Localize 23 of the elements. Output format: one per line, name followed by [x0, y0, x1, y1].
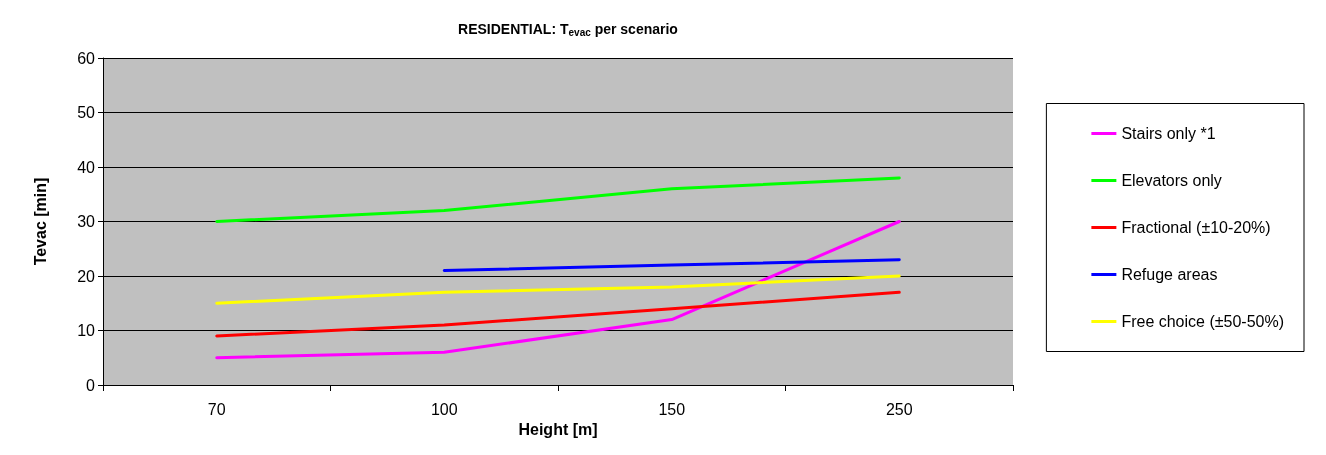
y-tick-label: 20 [77, 267, 96, 285]
line-series [215, 176, 901, 223]
x-tick-label: 150 [658, 400, 686, 418]
chart-title: RESIDENTIAL: Tevac per scenario [458, 21, 678, 38]
y-tick-label: 0 [86, 376, 96, 394]
y-axis-title: Tevac [min] [31, 177, 49, 266]
y-tick-label: 40 [77, 158, 96, 176]
x-axis-title: Height [m] [518, 421, 598, 439]
x-tick-label: 70 [207, 400, 226, 418]
y-tick-label: 10 [77, 322, 96, 339]
legend-label: Stairs only *1 [1121, 125, 1216, 142]
legend-label: Fractional (±10-20%) [1121, 219, 1271, 236]
x-tick-label: 100 [430, 400, 458, 418]
line-series [215, 274, 901, 305]
y-tick-label: 60 [77, 49, 96, 67]
line-series [215, 220, 901, 360]
y-tick-label: 30 [77, 213, 96, 230]
line-series [215, 290, 901, 338]
y-tick-label: 50 [77, 104, 96, 121]
legend-label: Elevators only [1121, 172, 1222, 189]
x-tick-label: 250 [885, 400, 913, 418]
legend-label: Free choice (±50-50%) [1121, 313, 1284, 330]
legend-label: Refuge areas [1121, 266, 1218, 283]
